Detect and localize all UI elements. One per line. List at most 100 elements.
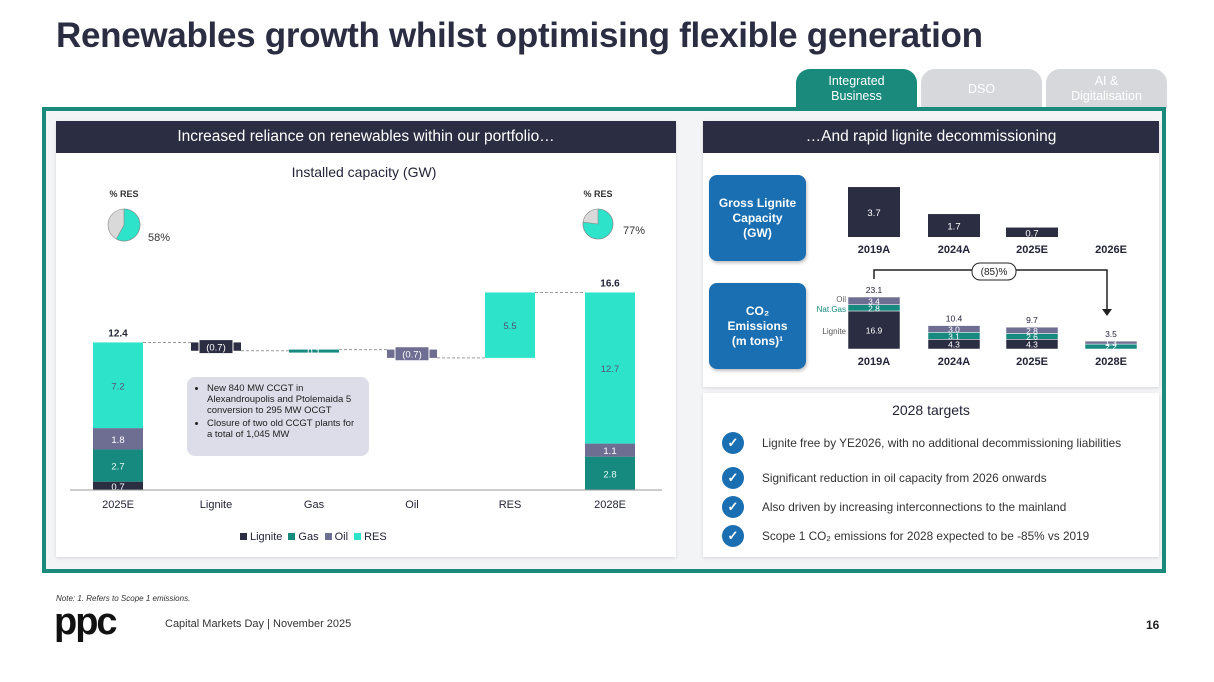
co2-bar-lignite xyxy=(847,310,901,350)
data-label: 1.3 xyxy=(1105,338,1117,348)
x-tick-label: 2025E xyxy=(102,499,134,511)
legend-swatch xyxy=(240,533,247,540)
bar-gas xyxy=(93,449,143,482)
tab-integrated-business[interactable]: Integrated Business xyxy=(796,69,917,109)
category-label: 2019A xyxy=(858,356,890,368)
tab-label: AI & Digitalisation xyxy=(1071,74,1142,103)
delta-label-box xyxy=(394,346,430,362)
legend-label: Lignite xyxy=(250,530,283,543)
data-label: 4.3 xyxy=(1026,340,1038,350)
data-label: 2.8 xyxy=(1026,326,1038,336)
checkmark-icon: ✓ xyxy=(722,432,744,454)
res-share-pie-2025e xyxy=(107,208,141,242)
data-label: 3.0 xyxy=(948,324,960,334)
category-label: 2024A xyxy=(938,244,970,256)
legend-label: Oil xyxy=(334,530,349,543)
page-title: Renewables growth whilst optimising flex… xyxy=(56,16,983,55)
x-axis-labels: 2025E Lignite Gas Oil RES 2028E xyxy=(102,499,626,511)
res-label-left: % RES xyxy=(109,189,138,199)
target-item: ✓ Lignite free by YE2026, with no additio… xyxy=(722,432,1142,454)
data-label: 2.8 xyxy=(603,469,616,480)
callout-bullet: Closure of two old CCGT plants for a tot… xyxy=(207,418,361,440)
data-label: 2.6 xyxy=(1026,332,1038,342)
reduction-badge xyxy=(971,262,1017,281)
lignite-bar xyxy=(848,187,900,237)
data-label: 3.1 xyxy=(948,331,960,341)
co2-bar-oil xyxy=(847,296,901,305)
total-label: 16.6 xyxy=(600,278,620,289)
checkmark-icon: ✓ xyxy=(722,496,744,518)
legend-item-lignite: Lignite xyxy=(240,531,282,543)
arrow-head-icon xyxy=(1102,309,1112,316)
bar-oil xyxy=(93,428,143,450)
target-text: Also driven by increasing interconnectio… xyxy=(762,500,1067,514)
gross-lignite-bars: 3.7 2019A 1.7 2024A 0.7 2025E 2026E xyxy=(848,187,1127,256)
checkmark-icon: ✓ xyxy=(722,525,744,547)
target-item: ✓ Significant reduction in oil capacity f… xyxy=(722,467,1142,489)
data-label: 1.1 xyxy=(603,446,616,457)
pie-res-slice xyxy=(582,208,614,240)
bar-oil xyxy=(585,443,635,457)
row-label-lignite: Lignite xyxy=(822,327,846,336)
tab-label: Integrated Business xyxy=(828,74,885,103)
legend-swatch xyxy=(288,533,296,540)
bar-gas xyxy=(585,456,635,490)
category-label: 2019A xyxy=(858,244,890,256)
delta-bar-res xyxy=(485,292,535,358)
total-label: 3.5 xyxy=(1105,329,1117,339)
co2-emissions-box: CO₂ Emissions (m tons)¹ xyxy=(709,283,806,369)
capacity-callout: New 840 MW CCGT in Alexandroupolis and P… xyxy=(187,377,369,456)
res-share-pie-2028e xyxy=(582,208,614,240)
data-label: 0.7 xyxy=(111,482,124,493)
event-label: Capital Markets Day | November 2025 xyxy=(165,618,352,630)
left-panel xyxy=(56,121,676,557)
legend-item-res: RES xyxy=(354,531,387,543)
data-label: 4.3 xyxy=(948,340,960,350)
right-panel-heading: …And rapid lignite decommissioning xyxy=(703,121,1159,153)
category-label: 2025E xyxy=(1016,244,1048,256)
bar-res xyxy=(585,292,635,444)
page-number: 16 xyxy=(1146,618,1160,632)
legend-item-gas: Gas xyxy=(288,531,319,543)
res-label-right: % RES xyxy=(583,189,612,199)
tab-dso[interactable]: DSO xyxy=(921,69,1042,109)
category-label: 2025E xyxy=(1016,356,1048,368)
co2-bar-oil xyxy=(1084,340,1138,345)
pie-res-slice xyxy=(115,208,141,242)
targets-panel xyxy=(703,393,1159,557)
data-label: 3.7 xyxy=(867,208,880,219)
x-tick-label: 2028E xyxy=(594,499,626,511)
data-label: 0.7 xyxy=(1025,228,1038,239)
tab-ai-digitalisation[interactable]: AI & Digitalisation xyxy=(1046,69,1167,109)
co2-bar-oil xyxy=(1005,326,1059,334)
checkmark-icon: ✓ xyxy=(722,467,744,489)
category-label: 2028E xyxy=(1095,356,1127,368)
total-label: 9.7 xyxy=(1026,315,1038,325)
res-pct-right: 77% xyxy=(623,225,645,237)
data-label: 2.7 xyxy=(111,462,124,473)
data-label: 3.4 xyxy=(868,296,880,306)
delta-bar-gas xyxy=(289,349,339,353)
target-item: ✓ Scope 1 CO₂ emissions for 2028 expected… xyxy=(722,525,1142,547)
gross-lignite-capacity-box: Gross Lignite Capacity (GW) xyxy=(709,175,806,261)
data-label: 7.2 xyxy=(111,381,124,392)
reduction-label: (85)% xyxy=(981,267,1008,278)
data-label: 1.8 xyxy=(111,435,124,446)
delta-label: (0.7) xyxy=(402,350,422,361)
total-label: 10.4 xyxy=(946,314,963,324)
x-tick-label: Gas xyxy=(304,499,325,511)
category-label: 2026E xyxy=(1095,244,1127,256)
target-text: Scope 1 CO₂ emissions for 2028 expected … xyxy=(762,529,1090,543)
waterfall-bars: 0.7 2.7 1.8 7.2 12.4 2.8 1.1 12.7 16.6 (0.7) 0.1 (0… xyxy=(93,278,635,493)
delta-label: 0.1 xyxy=(307,347,320,358)
ppc-logo: ppc xyxy=(54,606,119,643)
installed-capacity-chart: Installed capacity (GW) % RES % RES 58% … xyxy=(70,164,662,511)
legend-label: RES xyxy=(364,530,387,543)
co2-emissions-label: CO₂ Emissions (m tons)¹ xyxy=(727,303,788,348)
legend-swatch xyxy=(354,533,362,540)
data-label: 1.7 xyxy=(947,222,960,233)
res-pct-left: 58% xyxy=(148,232,170,244)
delta-label: 5.5 xyxy=(503,321,516,332)
bar-lignite xyxy=(93,481,143,490)
